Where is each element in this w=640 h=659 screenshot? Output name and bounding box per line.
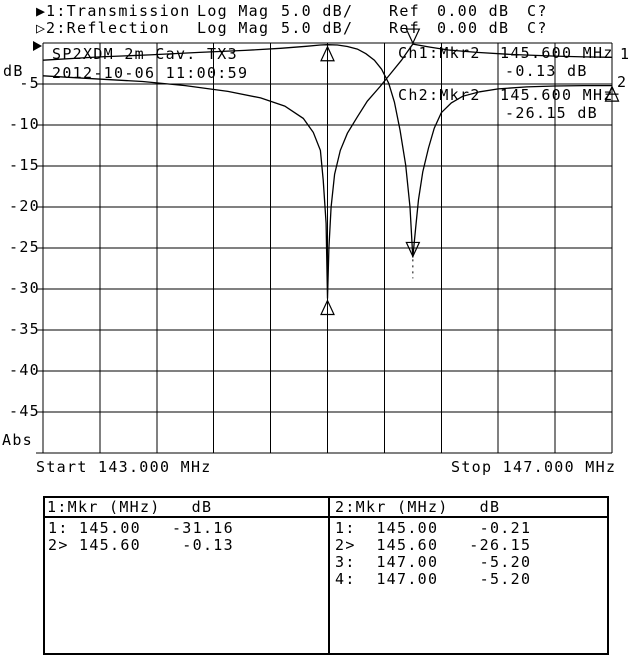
y-tick-label: -35 <box>9 320 40 338</box>
marker-table-ch2-header: 2:Mkr (MHz) dB <box>335 498 501 516</box>
ch1-ref-label: Ref <box>389 2 420 20</box>
ch1-ref-value: 0.00 dB <box>437 2 510 20</box>
y-tick-label: -30 <box>9 279 40 297</box>
table-row: 1: 145.00 -0.21 <box>335 519 532 537</box>
y-tick-label: -20 <box>9 197 40 215</box>
y-tick-label: -40 <box>9 361 40 379</box>
ch1-active-arrow-icon: ▶ <box>36 2 47 20</box>
ch2-ref-value: 0.00 dB <box>437 19 510 37</box>
y-tick-label: -5 <box>19 74 40 92</box>
ch2-marker-readout-source: Ch2:Mkr2 <box>398 86 481 104</box>
ch1-marker-readout-source: Ch1:Mkr2 <box>398 44 481 62</box>
table-row: 2> 145.60 -0.13 <box>48 536 234 554</box>
ch1-cal-status: C? <box>527 2 548 20</box>
graph-title: SP2XDM 2m Cav. TX3 <box>52 45 238 63</box>
ch2-trace-label: 2:Reflection <box>46 19 170 37</box>
ch2-inactive-arrow-icon: ▷ <box>36 19 47 37</box>
y-axis-unit: dB <box>3 62 24 80</box>
ch1-trace-label: 1:Transmission <box>46 2 191 20</box>
trace2-edge-indicator: 2 <box>617 73 628 91</box>
x-axis-start: Start 143.000 MHz <box>36 458 212 476</box>
graph-datetime: 2012-10-06 11:00:59 <box>52 64 249 82</box>
ch1-scale: 5.0 dB/ <box>281 2 354 20</box>
table-row: 2> 145.60 -26.15 <box>335 536 532 554</box>
marker-table-header-separator <box>45 516 607 518</box>
x-axis-stop: Stop 147.000 MHz <box>451 458 617 476</box>
marker-table-ch1-header: 1:Mkr (MHz) dB <box>47 498 213 516</box>
y-tick-label: -15 <box>9 156 40 174</box>
table-row: 3: 147.00 -5.20 <box>335 553 532 571</box>
y-tick-label: -25 <box>9 238 40 256</box>
ch2-scale: 5.0 dB/ <box>281 19 354 37</box>
ch1-marker-readout-value: -0.13 dB <box>505 62 588 80</box>
y-tick-label: -10 <box>9 115 40 133</box>
ch2-ref-label: Ref <box>389 19 420 37</box>
marker-table-divider <box>328 498 330 653</box>
ch2-marker-readout-value: -26.15 dB <box>505 104 598 122</box>
ref-level-pointer-icon <box>33 41 42 51</box>
ch2-marker-readout-freq: 145.600 MHz <box>500 86 614 104</box>
transmission-trace <box>42 43 613 299</box>
y-tick-label: -45 <box>9 402 40 420</box>
ch2-cal-status: C? <box>527 19 548 37</box>
table-row: 1: 145.00 -31.16 <box>48 519 234 537</box>
ch1-marker-readout-freq: 145.600 MHz <box>500 44 614 62</box>
trace1-edge-indicator: 1 <box>620 45 631 63</box>
ch2-format: Log Mag <box>197 19 270 37</box>
marker-table: 1:Mkr (MHz) dB 2:Mkr (MHz) dB 1: 145.00 … <box>43 496 609 655</box>
ch1-format: Log Mag <box>197 2 270 20</box>
y-axis-mode: Abs <box>2 431 33 449</box>
table-row: 4: 147.00 -5.20 <box>335 570 532 588</box>
